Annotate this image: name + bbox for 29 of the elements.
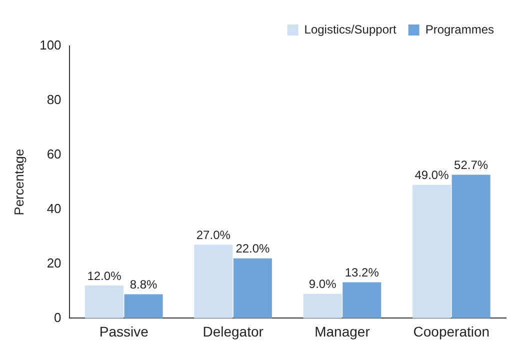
bar [84,286,124,318]
data-label: 9.0% [308,277,337,292]
bar [342,282,382,318]
y-tick-label: 0 [54,310,62,325]
legend-label: Logistics/Support [304,22,397,36]
bar [412,184,452,318]
y-tick-label: 80 [46,92,62,108]
bar [233,258,272,318]
x-tick-label: Cooperation [413,323,490,340]
x-tick-label: Passive [99,323,149,340]
data-label: 8.8% [130,278,158,292]
y-tick-label: 60 [46,146,62,162]
bar [452,174,490,318]
y-tick-label: 40 [46,200,62,216]
data-label: 22.0% [236,242,270,256]
x-tick-label: Manager [314,323,370,340]
data-label: 27.0% [196,228,231,242]
y-tick-label: 100 [40,38,62,53]
data-label: 49.0% [414,168,450,182]
bar [124,294,163,318]
y-tick-label: 20 [46,255,62,270]
legend-label: Programmes [425,22,494,36]
y-axis-title: Percentage [11,148,26,216]
bar [303,294,342,318]
bar [194,244,233,318]
data-label: 52.7% [454,158,488,172]
data-label: 12.0% [87,268,122,283]
x-tick-label: Delegator [202,323,264,340]
data-label: 13.2% [344,266,380,280]
